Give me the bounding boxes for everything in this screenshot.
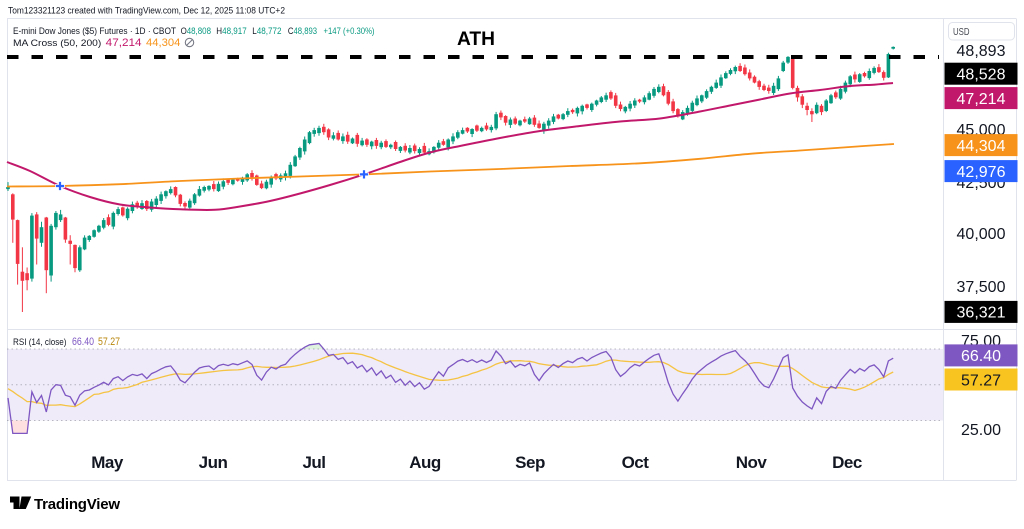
svg-text:66.40: 66.40 (72, 336, 94, 348)
svg-text:44,304: 44,304 (957, 138, 1006, 155)
svg-text:Jun: Jun (199, 453, 228, 472)
svg-text:57.27: 57.27 (98, 336, 120, 348)
svg-text:Sep: Sep (515, 453, 545, 472)
svg-text:Jul: Jul (302, 453, 325, 472)
svg-text:L48,772: L48,772 (252, 25, 281, 36)
svg-text:Aug: Aug (409, 453, 441, 472)
svg-text:H48,917: H48,917 (216, 25, 246, 36)
svg-text:RSI (14, close): RSI (14, close) (13, 336, 67, 347)
svg-text:44,304: 44,304 (146, 37, 181, 49)
svg-text:Oct: Oct (622, 453, 650, 472)
svg-text:+147 (+0.30%): +147 (+0.30%) (324, 26, 375, 36)
svg-text:Dec: Dec (832, 453, 862, 472)
svg-text:ATH: ATH (457, 29, 495, 50)
svg-text:MA Cross (50, 200): MA Cross (50, 200) (13, 37, 101, 48)
svg-text:40,000: 40,000 (957, 226, 1006, 243)
svg-text:47,214: 47,214 (106, 37, 142, 49)
svg-text:42,976: 42,976 (957, 164, 1006, 181)
svg-text:E-mini Dow Jones ($5) Futures: E-mini Dow Jones ($5) Futures · 1D · CBO… (13, 25, 176, 36)
svg-text:57.27: 57.27 (961, 372, 1001, 389)
svg-text:O48,808: O48,808 (181, 25, 211, 36)
svg-text:66.40: 66.40 (961, 348, 1001, 365)
svg-text:48,893: 48,893 (957, 43, 1006, 60)
svg-text:USD: USD (953, 27, 970, 38)
svg-text:Tom123321123 created with Trad: Tom123321123 created with TradingView.co… (8, 5, 285, 16)
svg-text:48,528: 48,528 (957, 67, 1006, 84)
svg-text:25.00: 25.00 (961, 422, 1001, 439)
svg-text:C48,893: C48,893 (288, 25, 317, 36)
svg-text:Nov: Nov (736, 453, 768, 472)
svg-text:36,321: 36,321 (957, 305, 1006, 322)
svg-text:TradingView: TradingView (34, 496, 120, 513)
svg-text:37,500: 37,500 (957, 279, 1006, 296)
svg-text:May: May (91, 453, 124, 472)
svg-text:47,214: 47,214 (957, 91, 1006, 108)
